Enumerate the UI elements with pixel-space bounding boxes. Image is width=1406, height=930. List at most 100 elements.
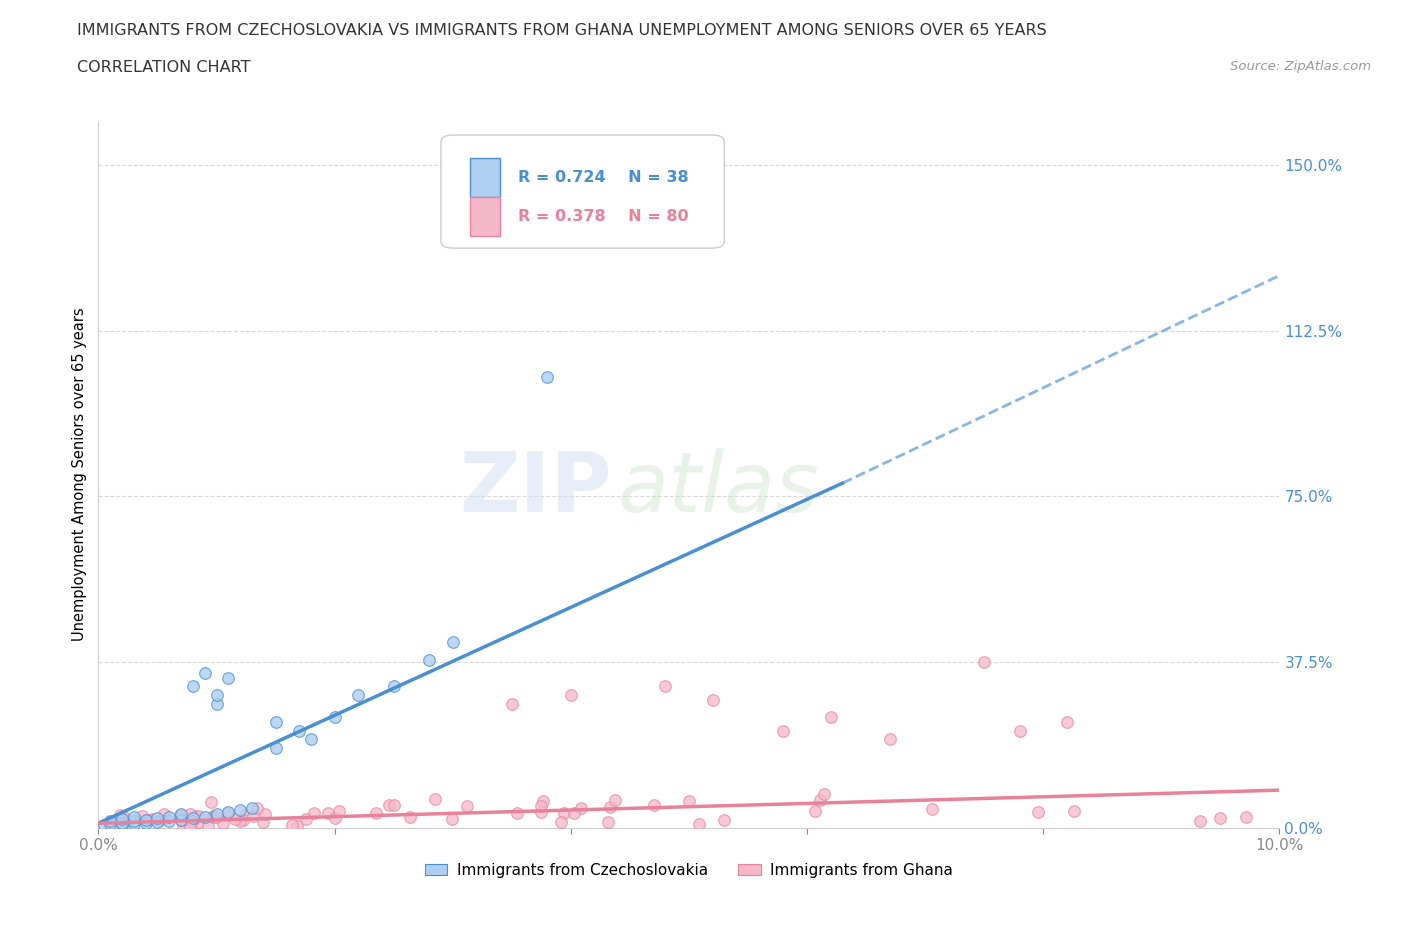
Point	[531, 793, 554, 808]
Point	[772, 724, 794, 738]
Point	[205, 688, 228, 703]
Point	[364, 805, 387, 820]
Point	[441, 634, 464, 649]
Point	[98, 814, 121, 829]
Legend: Immigrants from Czechoslovakia, Immigrants from Ghana: Immigrants from Czechoslovakia, Immigran…	[419, 857, 959, 884]
Point	[803, 804, 825, 818]
Point	[456, 799, 478, 814]
Point	[179, 819, 201, 834]
Point	[157, 814, 180, 829]
Point	[229, 814, 252, 829]
Point	[149, 812, 172, 827]
Text: CORRELATION CHART: CORRELATION CHART	[77, 60, 250, 75]
Point	[1056, 714, 1078, 729]
Point	[553, 805, 575, 820]
Point	[233, 807, 256, 822]
Point	[382, 679, 405, 694]
Point	[146, 815, 169, 830]
Point	[808, 792, 831, 807]
Point	[242, 809, 264, 824]
Point	[170, 812, 193, 827]
Point	[232, 813, 254, 828]
Point	[643, 797, 665, 812]
Point	[1063, 804, 1085, 818]
Point	[141, 811, 163, 826]
Point	[288, 724, 311, 738]
Point	[1008, 724, 1031, 738]
Point	[264, 740, 287, 755]
Point	[246, 801, 269, 816]
FancyBboxPatch shape	[471, 197, 501, 236]
Point	[179, 806, 201, 821]
Point	[285, 819, 308, 834]
Point	[197, 818, 219, 833]
Point	[316, 805, 339, 820]
Point	[111, 816, 134, 830]
Point	[146, 811, 169, 826]
Point	[1209, 811, 1232, 826]
Point	[169, 807, 191, 822]
Point	[560, 688, 582, 703]
Point	[377, 798, 399, 813]
Point	[135, 812, 157, 827]
Point	[506, 805, 529, 820]
Point	[180, 813, 202, 828]
Text: R = 0.724    N = 38: R = 0.724 N = 38	[517, 170, 689, 185]
Point	[200, 795, 222, 810]
Point	[135, 816, 157, 830]
Point	[302, 805, 325, 820]
Point	[569, 800, 592, 815]
Point	[879, 732, 901, 747]
Point	[598, 815, 620, 830]
Point	[194, 666, 217, 681]
Point	[252, 815, 274, 830]
Point	[211, 816, 233, 830]
Point	[1189, 813, 1212, 828]
Point	[224, 812, 246, 827]
Point	[562, 805, 585, 820]
Point	[347, 688, 370, 703]
Point	[688, 817, 710, 831]
Point	[157, 809, 180, 824]
Point	[112, 809, 135, 824]
Point	[418, 653, 440, 668]
Point	[170, 813, 193, 828]
Point	[170, 807, 193, 822]
Text: R = 0.378    N = 80: R = 0.378 N = 80	[517, 209, 689, 224]
Text: atlas: atlas	[619, 448, 820, 529]
Point	[1234, 810, 1257, 825]
Point	[131, 808, 153, 823]
Point	[323, 810, 346, 825]
Point	[111, 811, 134, 827]
Point	[187, 815, 209, 830]
Y-axis label: Unemployment Among Seniors over 65 years: Unemployment Among Seniors over 65 years	[72, 308, 87, 641]
Point	[93, 818, 115, 833]
Point	[194, 809, 217, 824]
Point	[501, 697, 523, 711]
Point	[654, 679, 676, 694]
Text: ZIP: ZIP	[460, 448, 612, 529]
Point	[702, 692, 724, 707]
Point	[264, 714, 287, 729]
Point	[299, 732, 322, 747]
Point	[678, 793, 700, 808]
Point	[153, 806, 176, 821]
Point	[98, 817, 121, 831]
Point	[122, 814, 145, 829]
Point	[108, 808, 131, 823]
FancyBboxPatch shape	[441, 135, 724, 248]
Point	[172, 818, 194, 833]
Point	[111, 818, 134, 833]
Point	[201, 809, 224, 824]
Point	[603, 793, 626, 808]
Point	[328, 804, 350, 818]
Text: IMMIGRANTS FROM CZECHOSLOVAKIA VS IMMIGRANTS FROM GHANA UNEMPLOYMENT AMONG SENIO: IMMIGRANTS FROM CZECHOSLOVAKIA VS IMMIGR…	[77, 23, 1047, 38]
Point	[281, 817, 304, 832]
Point	[205, 807, 228, 822]
Point	[1026, 804, 1049, 819]
Point	[813, 787, 835, 802]
Point	[217, 670, 239, 684]
Point	[138, 813, 160, 828]
Point	[229, 803, 252, 817]
Point	[217, 805, 239, 820]
